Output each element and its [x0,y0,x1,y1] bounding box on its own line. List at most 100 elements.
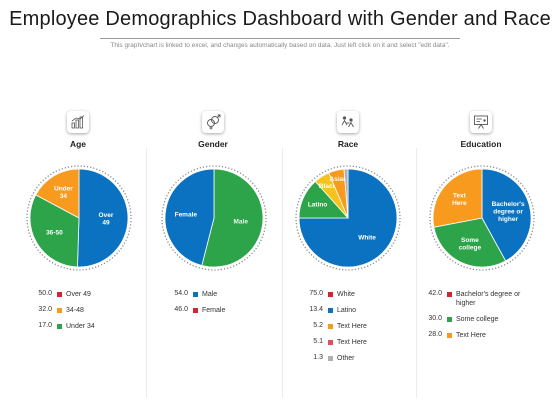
legend-label: Text Here [456,332,486,339]
legend-swatch [328,323,333,329]
age-pie-chart: Over 49 36-50 Under 34 [26,165,132,271]
legend-swatch [57,291,62,297]
pie-outline-ring [295,165,401,271]
legend-value: 5.1 [313,338,323,345]
legend-swatch [57,307,62,313]
legend-label: Text Here [337,323,367,330]
legend-value: 50.0 [38,290,52,297]
legend-value: 1.3 [313,354,323,361]
legend-label: Bachelor's degree or higher [456,291,521,307]
pie-slice-some-college-1 [433,217,507,268]
legend-item: 28.0 Text Here [424,331,526,340]
pie-slice-white-0 [298,168,398,268]
column-divider [282,148,283,398]
legend-item: 1.3 Other [305,354,407,363]
gender-pie-chart: Male Female [161,165,267,271]
gender-icon [207,114,221,130]
pie-label-bachelor-s-degree-or-higher-0: Bachelor's degree or higher [492,201,525,223]
legend-item: 54.0 Male [170,290,272,299]
pie-label-under-34-2: Under 34 [54,185,73,200]
legend-swatch [193,291,198,297]
gender-chart-title: Gender [198,139,228,149]
education-pie-chart: Bachelor's degree or higher Some college Text… [429,165,535,271]
legend-swatch [328,339,333,345]
legend-value: 46.0 [174,306,188,313]
legend-value: 30.0 [428,315,442,322]
pie-slice-other-4 [343,168,349,219]
pie-slice-under-34-2 [35,168,80,219]
pie-label-text-here-2: Black [319,183,337,190]
column-divider [146,148,147,398]
legend-label: 34-48 [66,307,84,314]
legend-swatch [328,355,333,361]
legend-value: 42.0 [428,290,442,297]
bar-chart-icon [71,115,85,129]
pie-label-latino-1: Latino [308,202,328,209]
race-chart-title: Race [337,139,359,149]
legend-item: 17.0 Under 34 [34,322,136,331]
gender-legend: 54.0 Male 46.0 Female [170,290,272,322]
legend-label: Female [202,307,226,314]
legend-item: 75.0 White [305,290,407,299]
legend-item: 30.0 Some college [424,315,526,324]
legend-value: 13.4 [309,306,323,313]
age-icon-box [67,111,89,133]
legend-value: 17.0 [38,322,52,329]
legend-label: Under 34 [66,323,95,330]
legend-label: Text Here [337,339,367,346]
pie-label-male-0: Male [234,219,249,226]
legend-value: 28.0 [428,331,442,338]
legend-label: Other [337,355,355,362]
legend-item: 13.4 Latino [305,306,407,315]
pie-label-text-here-2: Text Here [452,193,467,208]
pie-slice-male-0 [201,168,264,268]
pie-slice-text-here-2 [432,168,483,228]
age-chart-title: Age [69,139,87,149]
legend-item: 42.0 Bachelor's degree or higher [424,290,526,308]
pie-label-over-49-0: Over 49 [99,212,114,227]
legend-item: 5.1 Text Here [305,338,407,347]
legend-label: White [337,291,355,298]
pie-outline-ring [26,165,132,271]
pie-slice-female-1 [164,168,215,266]
education-chart-title: Education [460,139,502,149]
legend-value: 75.0 [309,290,323,297]
pie-label-some-college-1: Some college [459,237,482,252]
page-title: Employee Demographics Dashboard with Gen… [9,8,551,30]
pie-slice-34-48-1 [29,194,80,268]
legend-item: 46.0 Female [170,306,272,315]
legend-label: Over 49 [66,291,91,298]
pie-label-female-1: Female [175,212,198,219]
page-subtitle: This graph/chart is linked to excel, and… [110,42,450,49]
legend-item: 50.0 Over 49 [34,290,136,299]
legend-swatch [447,332,452,338]
education-legend: 42.0 Bachelor's degree or higher 30.0 Some … [424,290,526,347]
pie-label-34-48-1: 36-50 [46,229,63,236]
column-divider [416,148,417,398]
legend-value: 54.0 [174,290,188,297]
legend-label: Some college [456,316,499,323]
pie-label-text-here-3: Asian [330,176,348,183]
legend-swatch [193,307,198,313]
gender-icon-box [202,111,224,133]
presentation-icon [474,115,488,129]
legend-item: 5.2 Text Here [305,322,407,331]
title-divider [100,38,460,39]
education-icon-box [470,111,492,133]
pie-outline-ring [161,165,267,271]
legend-swatch [328,291,333,297]
race-icon-box [337,111,359,133]
pie-outline-ring [429,165,535,271]
race-legend: 75.0 White 13.4 Latino 5.2 Text Here 5.1 Text H… [305,290,407,370]
legend-value: 5.2 [313,322,323,329]
legend-swatch [57,323,62,329]
pie-label-white-0: White [358,234,376,241]
legend-label: Male [202,291,218,298]
pie-slice-bachelor-s-degree-or-higher-0 [481,168,532,262]
legend-swatch [447,291,452,297]
legend-item: 32.0 34-48 [34,306,136,315]
age-legend: 50.0 Over 49 32.0 34-48 17.0 Under 34 [34,290,136,338]
pie-slice-over-49-0 [77,168,129,268]
legend-value: 32.0 [38,306,52,313]
